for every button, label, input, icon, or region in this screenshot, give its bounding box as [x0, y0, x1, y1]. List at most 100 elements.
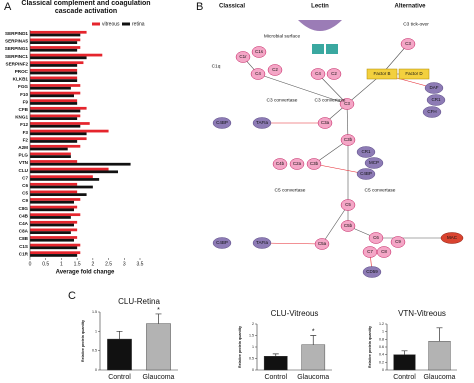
- bar: [30, 228, 78, 232]
- y-tick-label: 1: [252, 345, 254, 349]
- node-label: C3: [344, 101, 350, 106]
- node-label: C2a: [293, 161, 302, 166]
- y-tick-label: 0.8: [379, 337, 384, 341]
- x-tick-label: 1.5: [74, 261, 81, 267]
- bar: [30, 170, 118, 174]
- diagram-node: [340, 134, 356, 146]
- bar: [30, 208, 74, 212]
- y-tick-label: SERPINF2: [6, 61, 29, 66]
- y-tick-label: F3: [23, 130, 29, 135]
- x-tick-label: 3.5: [137, 261, 144, 267]
- y-axis-label: Relative protein quantity: [238, 326, 242, 368]
- node-label: MAC: [447, 235, 458, 240]
- y-tick-label: C1S: [19, 244, 28, 249]
- diagram-node: [251, 46, 267, 58]
- bar: [30, 246, 78, 250]
- bar: [30, 175, 93, 179]
- node-label: C4b: [276, 161, 285, 166]
- arrow: [313, 139, 349, 165]
- y-tick-label: A2M: [18, 145, 28, 150]
- arrow: [317, 73, 348, 105]
- error-bar: [401, 350, 408, 355]
- bar: [107, 338, 132, 371]
- bar: [30, 33, 81, 37]
- chart-title-box: Classical complement and coagulation cas…: [21, 0, 150, 15]
- bar: [30, 53, 103, 57]
- x-tick-label: 0: [29, 261, 32, 267]
- bar: [30, 137, 87, 141]
- node-label: C3: [405, 41, 411, 46]
- legend-swatch: [122, 22, 130, 26]
- bar: [30, 144, 81, 148]
- node-label: C8: [381, 249, 387, 254]
- x-tick-label: Control: [108, 374, 131, 381]
- bar: [30, 46, 81, 49]
- node-label: C4: [315, 71, 321, 76]
- node-label: CD59: [366, 269, 378, 274]
- diagram-node: [366, 68, 398, 80]
- diagram-node: [250, 68, 266, 80]
- bar: [30, 129, 109, 133]
- node-label: C3b: [344, 137, 353, 142]
- bar: [30, 200, 74, 204]
- bar: [30, 167, 109, 171]
- bar: [30, 223, 74, 227]
- bar: [30, 117, 78, 120]
- y-tick-label: 0: [252, 368, 254, 372]
- y-tick-label: C4B: [19, 213, 29, 218]
- node-label: DAF: [430, 85, 439, 90]
- diagram-node: [398, 68, 430, 80]
- y-tick-label: C9: [22, 198, 28, 203]
- node-label: TAFIa: [256, 240, 268, 245]
- bar: [30, 71, 78, 75]
- lectin-complex: [312, 44, 324, 54]
- y-tick-label: F2: [23, 137, 29, 142]
- bar: [30, 48, 78, 52]
- y-tick-label: C8A: [19, 229, 29, 234]
- bar: [30, 114, 81, 118]
- significance-mark: *: [157, 307, 160, 314]
- diagram-node: [267, 64, 283, 76]
- bar: [30, 30, 87, 34]
- bar: [263, 356, 288, 371]
- node-label: C1s: [255, 49, 264, 54]
- diagram-node: [317, 117, 333, 129]
- chart-title: CLU-Vitreous: [271, 309, 319, 318]
- y-tick-label: F9: [23, 99, 29, 104]
- y-tick-label: CLU: [19, 168, 29, 173]
- bar: [30, 106, 87, 110]
- x-tick-label: Glaucoma: [297, 374, 329, 381]
- y-tick-label: 1.5: [92, 310, 97, 314]
- bar: [30, 205, 78, 209]
- y-tick-label: FGG: [18, 84, 28, 89]
- bar: [30, 79, 78, 82]
- bar: [30, 220, 78, 224]
- diagram-node: [368, 232, 384, 244]
- node-label: C2: [331, 71, 337, 76]
- y-tick-label: C6: [22, 183, 28, 188]
- bar: [30, 243, 81, 247]
- y-tick-label: F12: [20, 122, 28, 127]
- diagram-node: [356, 146, 376, 158]
- error-bar: [436, 327, 443, 342]
- pathway-header: Classical: [219, 4, 245, 10]
- bar: [301, 344, 326, 371]
- y-tick-label: C4A: [19, 221, 29, 226]
- diagram-node: [289, 158, 305, 170]
- diagram-label: C5 convertase: [365, 187, 396, 193]
- y-tick-label: F10: [20, 92, 28, 97]
- arrow: [257, 73, 348, 105]
- bar: [30, 147, 68, 151]
- y-tick-label: 0.6: [379, 345, 384, 349]
- x-tick-label: Glaucoma: [424, 374, 456, 381]
- node-label: C5b: [344, 223, 353, 228]
- y-axis-label: Relative protein quantity: [81, 320, 85, 362]
- diagram-node: [426, 94, 446, 106]
- panel-label: C: [68, 290, 76, 302]
- y-tick-label: PLG: [19, 153, 29, 158]
- lectin-complex: [326, 44, 338, 54]
- x-tick-label: Control: [393, 374, 416, 381]
- bar: [30, 193, 87, 196]
- bar: [30, 122, 90, 125]
- y-tick-label: 0.5: [249, 356, 254, 360]
